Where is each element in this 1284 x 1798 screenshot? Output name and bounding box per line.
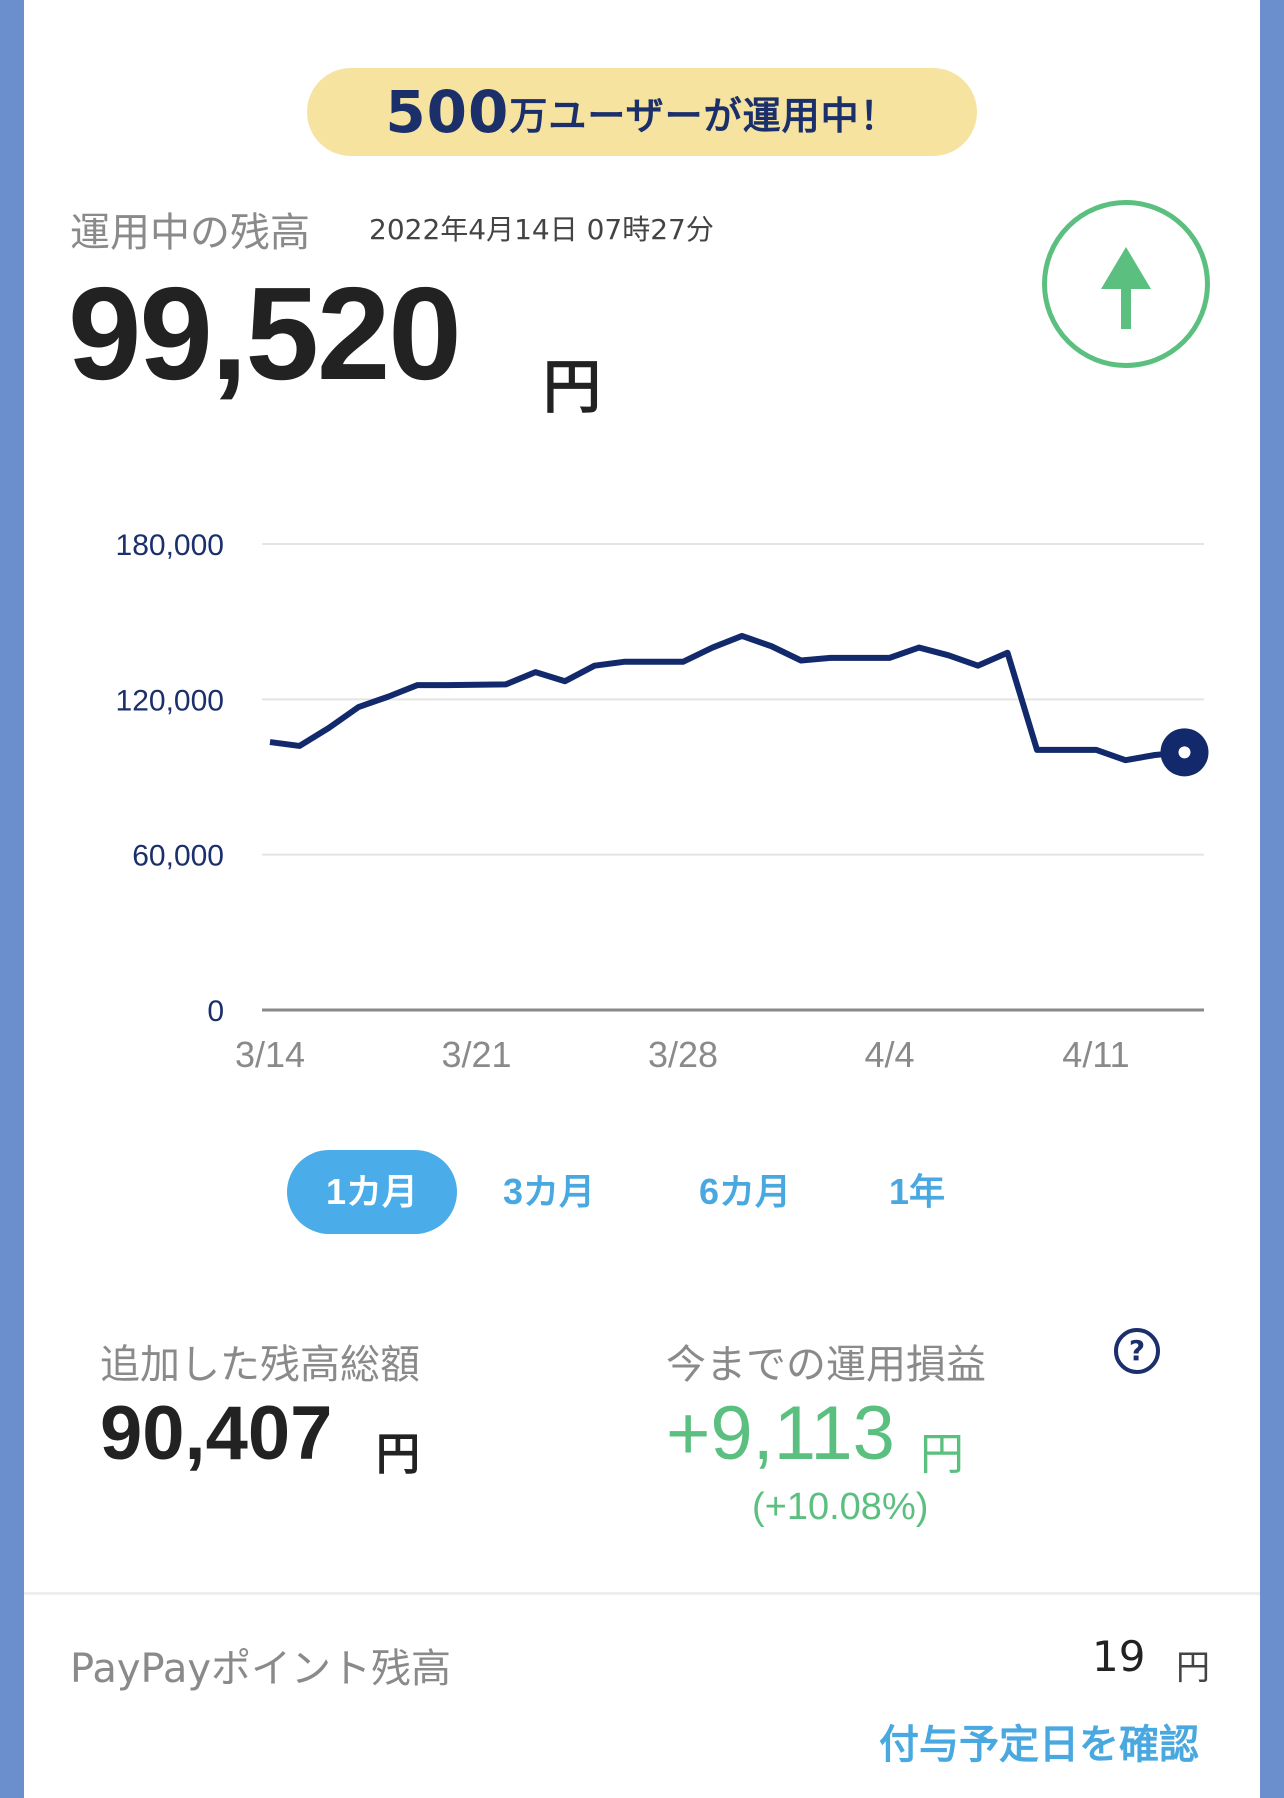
points-label: PayPayポイント残高	[70, 1646, 452, 1692]
banner-text: 万ユーザーが運用中！	[509, 93, 899, 138]
profit-percent: (+10.08%)	[752, 1486, 929, 1528]
y-tick-label: 120,000	[116, 684, 224, 717]
chart-series	[269, 632, 1209, 777]
balance-line	[269, 632, 1185, 764]
balance-amount: 99,520	[68, 260, 462, 407]
profit-value: +9,113	[666, 1391, 895, 1476]
banner-count: 500	[385, 78, 510, 146]
added-total-label: 追加した残高総額	[100, 1342, 420, 1388]
x-tick-label: 4/11	[1062, 1034, 1129, 1075]
y-tick-label: 180,000	[116, 529, 224, 562]
tab-1-month[interactable]: 1カ月	[287, 1150, 457, 1234]
profit-label: 今までの運用損益	[666, 1342, 986, 1388]
y-tick-label: 0	[207, 995, 224, 1028]
chart-x-axis: 3/14 3/21 3/28 4/4 4/11	[235, 1034, 1130, 1075]
section-divider	[24, 1592, 1260, 1595]
profit-unit: 円	[920, 1430, 964, 1479]
points-unit: 円	[1176, 1648, 1210, 1688]
x-tick-label: 3/21	[441, 1034, 511, 1075]
added-total-value: 90,407	[100, 1391, 333, 1476]
grant-schedule-link[interactable]: 付与予定日を確認	[879, 1722, 1199, 1768]
tab-3-months[interactable]: 3カ月	[502, 1171, 596, 1212]
x-tick-label: 3/28	[648, 1034, 718, 1075]
balance-timestamp: 2022年4月14日 07時27分	[369, 213, 714, 246]
chart-grid	[262, 543, 1204, 1012]
y-tick-label: 60,000	[132, 840, 224, 873]
balance-chart: 180,000 120,000 60,000 0 3/14 3/21 3/28 4/4 4/1…	[116, 529, 1209, 1075]
balance-label: 運用中の残高	[70, 210, 310, 256]
help-icon[interactable]: ?	[1114, 1328, 1160, 1374]
latest-point-center	[1178, 746, 1191, 759]
points-value: 19	[1092, 1632, 1146, 1681]
tab-6-months[interactable]: 6カ月	[698, 1171, 792, 1212]
x-tick-label: 4/4	[864, 1034, 914, 1075]
tab-1-year[interactable]: 1年	[888, 1171, 946, 1212]
user-count-banner[interactable]: 500 万ユーザーが運用中！	[307, 68, 977, 156]
chart-y-axis: 180,000 120,000 60,000 0	[116, 529, 224, 1028]
arrow-up-icon	[1042, 200, 1210, 368]
added-total-unit: 円	[376, 1430, 420, 1479]
balance-unit: 円	[543, 353, 602, 421]
period-tabs: 1カ月 3カ月 6カ月 1年	[287, 1150, 1047, 1234]
x-tick-label: 3/14	[235, 1034, 305, 1075]
balance-card: 500 万ユーザーが運用中！ 運用中の残高 2022年4月14日 07時27分 …	[24, 0, 1260, 1798]
